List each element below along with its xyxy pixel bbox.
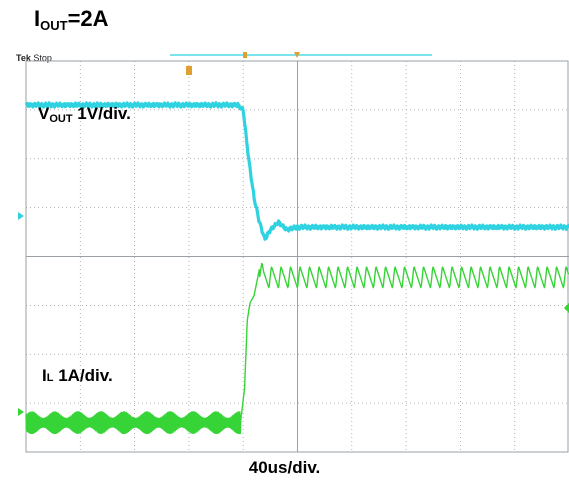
graticule [25,60,569,453]
chart-title: IOUT=2A [34,6,109,33]
ch1-ground-marker [18,212,24,220]
il-label: IL 1A/div. [42,366,113,385]
trigger-position-marker [186,66,192,75]
trigger-point-marker [294,52,300,58]
ch2-level-marker [564,303,569,313]
timebase-label: 40us/div. [248,458,321,477]
vout-label: VOUT 1V/div. [38,104,131,125]
ch2-ground-marker [18,408,24,416]
il-trace [25,262,569,435]
vout-trace [24,101,569,241]
scope-markers [18,52,569,416]
horizontal-marker [243,52,247,58]
traces [24,101,569,435]
scope-status: Tek Stop [16,53,52,63]
